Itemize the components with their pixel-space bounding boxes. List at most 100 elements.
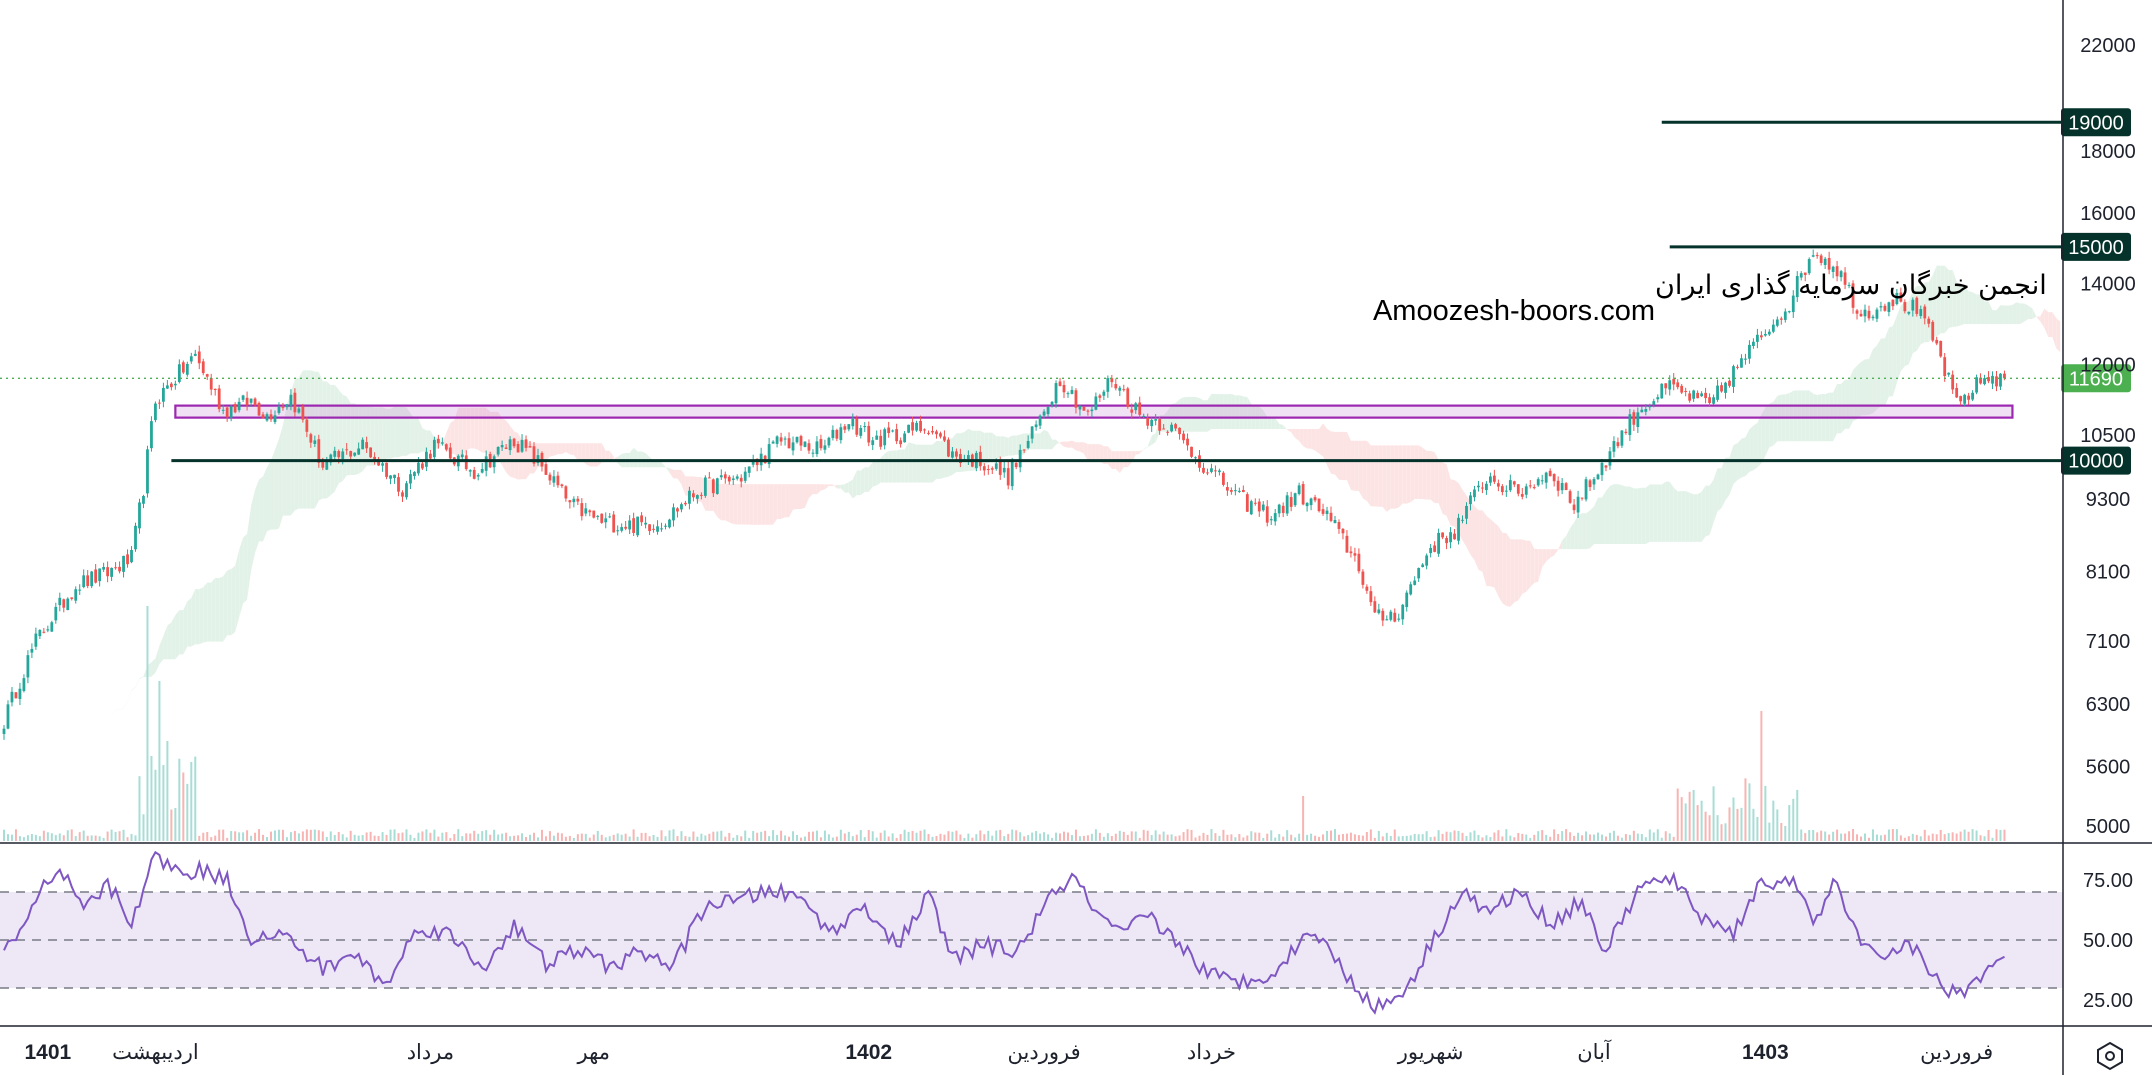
volume-bar <box>1154 830 1157 841</box>
volume-bar <box>1473 830 1476 841</box>
volume-bar <box>461 836 464 841</box>
volume-bar <box>70 829 73 841</box>
volume-bar <box>1668 833 1671 841</box>
cloud-segment <box>1888 326 1893 397</box>
horizontal-levels[interactable]: 19000 15000 10000 <box>171 108 2131 475</box>
cloud-segment <box>1514 539 1519 603</box>
cloud-segment <box>111 709 116 717</box>
cloud-segment <box>119 708 124 710</box>
volume-bar <box>269 831 272 841</box>
candle-body <box>397 477 400 492</box>
volume-bar <box>1521 833 1524 841</box>
candle-body <box>592 510 596 518</box>
volume-bar <box>1939 829 1942 841</box>
cloud-segment <box>1430 450 1435 504</box>
candle-body <box>78 589 82 591</box>
volume-bar <box>1035 831 1038 841</box>
volume-bar <box>1680 797 1683 841</box>
volume-bar <box>1174 836 1177 841</box>
volume-bar <box>114 831 117 841</box>
cloud-segment <box>1510 539 1515 607</box>
volume-bar <box>879 832 882 841</box>
cloud-segment <box>1609 484 1614 545</box>
candle-body <box>1740 358 1743 368</box>
candle-body <box>162 387 165 402</box>
candle-body <box>146 449 149 494</box>
candle-body <box>668 519 671 528</box>
candle-body <box>1700 393 1704 397</box>
volume-bar <box>1828 834 1831 841</box>
cloud-segment <box>274 438 279 530</box>
candle-body <box>1787 311 1791 313</box>
candle-body <box>1668 380 1672 390</box>
candle-body <box>1859 313 1863 317</box>
candle-body <box>321 462 325 468</box>
candle-body <box>38 630 42 637</box>
cloud-segment <box>884 451 889 483</box>
candle-body <box>1887 302 1891 312</box>
volume-bar <box>1178 835 1181 841</box>
cloud-segment <box>195 589 200 645</box>
volume-bar <box>230 831 233 841</box>
candle-body <box>1923 306 1927 319</box>
volume-bar <box>1461 832 1464 841</box>
volume-bar <box>1282 836 1285 841</box>
volume-bar <box>1417 834 1420 841</box>
volume-bar <box>309 829 312 841</box>
volume-bar <box>1182 832 1185 841</box>
volume-bar <box>1744 778 1747 841</box>
volume-bar <box>1322 834 1325 841</box>
cloud-segment <box>605 450 610 462</box>
price-tick-label: 8100 <box>2086 562 2131 584</box>
candle-body <box>791 442 795 451</box>
candle-body <box>309 434 313 443</box>
cloud-segment <box>2052 312 2057 349</box>
support-zone[interactable] <box>174 404 2014 419</box>
candle-body <box>1225 487 1229 491</box>
candle-body <box>1018 449 1022 468</box>
cloud-segment <box>1215 393 1220 430</box>
candle-body <box>1245 494 1249 512</box>
volume-bar <box>1278 834 1281 841</box>
cloud-segment <box>545 443 550 461</box>
volume-bar <box>600 834 603 841</box>
volume-bar <box>1421 834 1424 841</box>
candle-body <box>1257 501 1261 512</box>
candle-body <box>1269 519 1273 521</box>
cloud-segment <box>298 370 303 509</box>
volume-bar <box>329 831 332 841</box>
cloud-segment <box>1645 484 1650 545</box>
candle-body <box>1660 383 1664 399</box>
cloud-segment <box>386 408 391 459</box>
volume-bar <box>867 829 870 841</box>
volume-bar <box>293 830 296 841</box>
cloud-segment <box>581 443 586 465</box>
cloud-segment <box>1438 459 1443 514</box>
cloud-segment <box>2036 316 2041 322</box>
volume-bar <box>664 836 667 841</box>
volume-bar <box>692 831 695 841</box>
candlesticks[interactable] <box>2 249 2006 740</box>
volume-bar <box>1517 832 1520 841</box>
chart-settings-icon[interactable] <box>2094 1040 2126 1072</box>
cloud-segment <box>159 635 164 665</box>
volume-bar <box>1736 808 1739 841</box>
volume-bar <box>1692 790 1695 841</box>
candle-body <box>1624 431 1628 434</box>
cloud-segment <box>1478 510 1483 572</box>
volume-bar <box>947 831 950 841</box>
volume-bar <box>1222 829 1225 841</box>
candle-body <box>660 528 663 530</box>
candle-body <box>891 430 895 432</box>
candle-body <box>1544 472 1548 483</box>
candle-body <box>1520 494 1524 497</box>
candle-body <box>1218 470 1221 473</box>
cloud-segment <box>1410 445 1415 503</box>
volume-bar <box>919 830 922 841</box>
candle-body <box>652 528 655 530</box>
cloud-segment <box>673 469 678 479</box>
volume-bar <box>1413 833 1416 841</box>
volume-bar <box>1114 833 1117 841</box>
